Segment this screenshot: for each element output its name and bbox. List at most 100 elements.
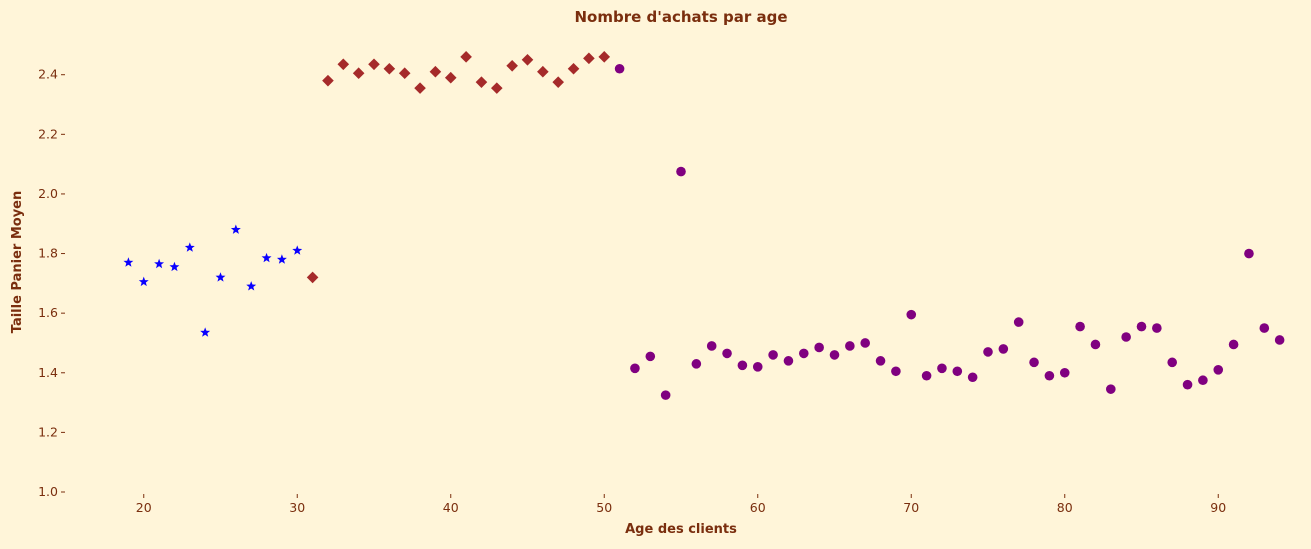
x-axis: 20 30 40 50 60 70 80 90 [136,494,1226,515]
data-point-star [169,261,180,272]
y-axis-title: Taille Panier Moyen [10,191,25,334]
data-point-star [154,258,165,269]
data-point-diamond [521,54,534,66]
data-point-star [261,252,272,263]
data-point-star [200,327,211,337]
data-point-diamond [322,74,334,87]
data-point-diamond [383,62,396,75]
data-point-diamond [444,71,457,84]
data-point-diamond [552,76,564,88]
x-tick-label: 50 [596,500,612,515]
data-point-diamond [368,58,380,71]
data-point-diamond [414,82,426,94]
y-tick-label: 1.0 [38,484,58,499]
data-point-circle [1106,384,1116,394]
data-point-star [292,245,303,255]
chart-title: Nombre d'achats par age [575,8,788,26]
data-point-circle [1152,323,1162,333]
data-point-circle [906,309,917,320]
data-point-circle [1136,321,1147,332]
data-point-circle [875,356,886,366]
data-point-circle [1044,370,1055,381]
data-point-circle [706,341,717,351]
data-point-diamond [491,82,503,94]
y-axis: 1.0 1.2 1.4 1.6 1.8 2.0 2.2 2.4 [38,67,65,499]
data-point-circle [860,338,870,348]
data-point-circle [1121,332,1131,342]
data-point-star [215,272,226,282]
data-point-circle [614,63,625,74]
data-point-circle [1013,317,1024,327]
data-point-diamond [306,271,319,284]
data-point-circle [829,350,840,360]
data-point-circle [799,348,809,359]
data-points [123,51,1285,400]
data-point-diamond [337,58,350,71]
y-tick-label: 1.6 [38,305,58,320]
data-point-circle [1198,375,1208,386]
data-point-circle [676,166,686,177]
data-point-circle [645,351,656,362]
data-point-diamond [583,52,595,65]
data-point-circle [814,342,824,353]
data-point-circle [1213,364,1224,375]
data-point-circle [1167,357,1177,368]
x-tick-label: 20 [136,500,152,515]
data-point-circle [737,360,748,371]
y-tick-label: 2.4 [38,67,58,82]
y-tick-label: 1.4 [38,365,58,380]
data-point-circle [1228,339,1239,350]
data-point-diamond [429,65,442,78]
data-point-circle [1259,323,1270,333]
data-point-circle [1029,357,1039,368]
data-point-circle [891,366,901,377]
x-tick-label: 80 [1057,500,1073,515]
data-point-circle [1182,379,1193,390]
x-tick-label: 90 [1210,500,1226,515]
y-tick-label: 2.0 [38,186,58,201]
x-tick-label: 70 [903,500,919,515]
data-point-diamond [506,59,518,72]
data-point-star [246,281,257,291]
data-point-circle [921,370,932,381]
data-point-circle [937,363,947,374]
data-point-diamond [567,62,580,75]
data-point-diamond [460,51,472,63]
data-point-circle [783,356,794,366]
data-point-circle [660,390,671,400]
data-point-circle [1059,367,1070,378]
x-tick-label: 30 [289,500,305,515]
data-point-circle [967,372,978,383]
data-point-star [184,242,195,252]
data-point-diamond [352,67,365,80]
x-tick-label: 40 [443,500,459,515]
y-tick-label: 1.8 [38,246,58,261]
data-point-circle [983,347,993,357]
data-point-diamond [475,76,488,88]
data-point-circle [691,359,702,369]
x-tick-label: 60 [750,500,766,515]
data-point-circle [998,344,1009,354]
data-point-circle [1075,321,1085,332]
data-point-circle [752,362,763,372]
data-point-circle [768,350,778,360]
data-point-diamond [537,65,549,78]
data-point-star [123,257,134,267]
y-tick-label: 2.2 [38,126,58,141]
data-point-circle [1244,248,1254,259]
x-axis-title: Age des clients [625,522,737,537]
data-point-star [230,224,241,234]
data-point-circle [1274,335,1285,345]
y-tick-label: 1.2 [38,424,58,439]
data-point-circle [952,366,963,377]
data-point-circle [1090,339,1101,350]
data-point-circle [845,341,855,351]
data-point-star [138,276,149,287]
data-point-circle [722,348,732,359]
data-point-circle [630,363,640,374]
data-point-diamond [398,67,411,80]
data-point-diamond [598,51,611,63]
data-point-star [276,254,287,264]
